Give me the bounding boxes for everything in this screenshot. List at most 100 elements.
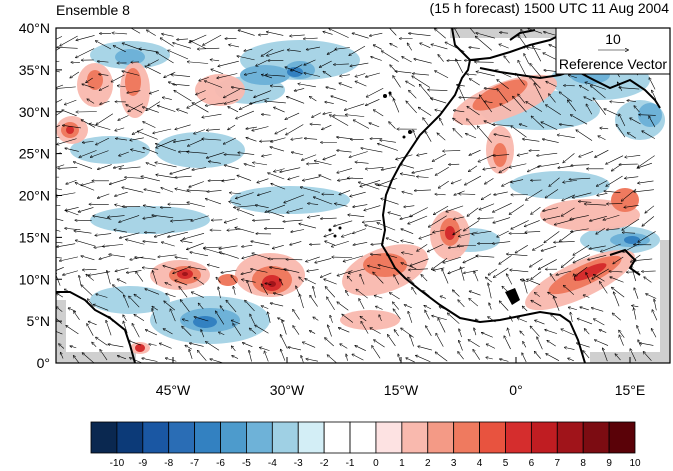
wind-vector [94,304,109,311]
colorbar-label: -6 [216,458,225,469]
wind-vector [353,228,367,234]
wind-vector [497,80,509,89]
x-tick-label: 0° [509,382,522,398]
wind-vector [262,154,272,156]
wind-vector [235,228,255,234]
wind-vector [464,220,480,231]
wind-vector [153,128,172,133]
wind-vector [541,245,557,251]
wind-vector [616,124,626,138]
wind-vector [82,84,95,89]
wind-vector [572,192,592,198]
wind-vector [517,318,528,323]
wind-vector [310,97,317,102]
wind-vector [568,358,574,362]
wind-vector [242,343,253,347]
wind-vector [515,245,528,253]
wind-vector [359,182,380,190]
wind-vector [340,75,350,76]
wind-vector [362,220,382,222]
wind-vector [187,152,208,154]
wind-vector [483,166,496,169]
wind-vector [189,267,207,271]
wind-vector [511,126,527,138]
wind-vector [128,341,141,346]
wind-vector [310,331,316,334]
wind-vector [245,300,255,312]
colorbar-swatch [401,421,429,454]
wind-vector [331,96,348,102]
wind-vector [414,190,432,191]
wind-vector [96,137,110,145]
wind-vector [573,244,590,255]
wind-vector [601,243,621,252]
wind-vector [469,28,476,35]
wind-vector [312,112,321,118]
wind-vector [114,230,127,233]
wind-vector [323,154,337,160]
wind-vector [546,81,557,87]
wind-vector [561,329,575,336]
wind-vector [382,51,399,62]
wind-vector [291,152,304,156]
wind-vector [575,266,588,276]
wind-vector [614,292,620,307]
wind-vector [238,30,255,36]
wind-vector [249,328,257,334]
wind-vector [158,254,177,257]
wind-vector [535,320,545,325]
wind-vector [306,359,319,362]
wind-vector [355,81,367,87]
wind-vector [372,346,381,359]
wind-vector [308,203,319,204]
wind-vector [81,181,95,186]
wind-vector [499,255,512,264]
wind-vector [612,287,625,298]
wind-vector [70,346,77,349]
wind-vector [541,122,558,131]
wind-vector [285,112,300,119]
wind-vector [141,176,160,182]
wind-vector [524,220,540,226]
x-tick-label: 15°W [384,382,419,398]
wind-vector [451,179,462,184]
wind-vector [236,110,255,119]
wind-vector [232,356,239,359]
wind-vector [412,168,433,172]
wind-vector [418,107,432,116]
wind-vector [142,268,159,270]
wind-vector [291,229,305,233]
wind-vector [96,41,112,50]
wind-vector [466,134,477,139]
wind-vector [371,254,382,255]
wind-vector [123,321,128,334]
wind-vector [187,242,204,249]
wind-vector [137,131,158,140]
wind-vector [156,144,177,152]
wind-vector [506,274,513,285]
wind-vector [81,256,95,261]
wind-vector [87,99,95,104]
wind-vector [459,329,462,338]
wind-vector [643,352,652,361]
wind-vector [108,215,125,218]
wind-vector [100,100,110,104]
wind-vector [66,179,77,184]
wind-vector [217,73,238,78]
wind-vector [571,228,589,232]
wind-vector [205,102,225,106]
wind-vector [216,311,225,325]
wind-vector [216,277,221,283]
wind-vector [293,326,300,335]
colorbar-label: 9 [606,458,612,469]
colorbar-swatch [194,421,221,454]
wind-vector [374,110,384,117]
wind-vector [584,204,607,205]
wind-vector [206,152,225,158]
wind-vector [610,102,625,103]
wind-vector [592,268,609,279]
wind-vector [65,99,77,105]
wind-vector [438,318,446,333]
wind-vector [551,314,558,321]
wind-vector [170,167,191,174]
